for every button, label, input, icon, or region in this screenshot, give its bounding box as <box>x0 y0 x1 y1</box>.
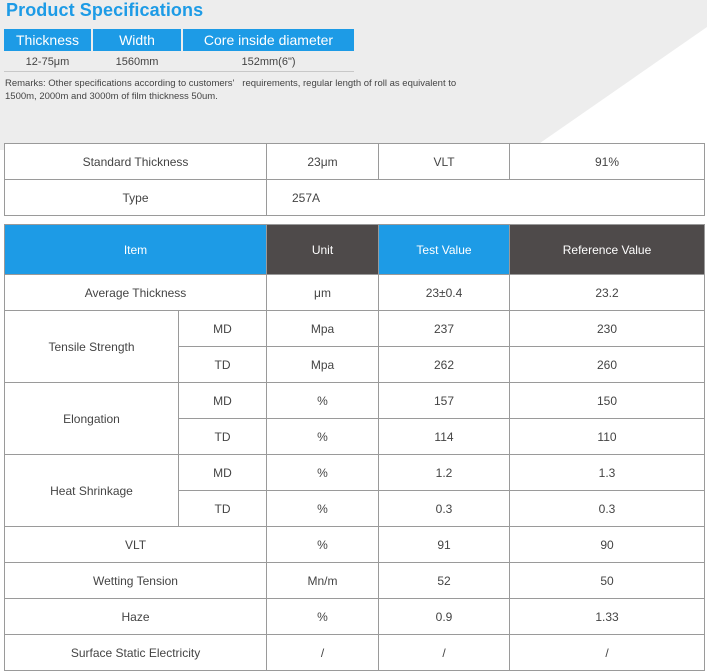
vlt-label: VLT <box>4 526 267 563</box>
row-tensile-td: TD Mpa 262 260 <box>5 346 705 383</box>
header-reference-value: Reference Value <box>509 224 705 275</box>
wetting-tension-reference: 50 <box>509 562 705 599</box>
row-heat-shrinkage-md: Heat Shrinkage MD % 1.2 1.3 <box>4 454 705 527</box>
elongation-td-reference: 110 <box>509 418 705 455</box>
heat-shrinkage-td-unit: % <box>266 490 379 527</box>
row-wetting-tension: Wetting Tension Mn/m 52 50 <box>4 562 705 599</box>
vlt-reference: 90 <box>509 526 705 563</box>
summary-table: Standard Thickness 23μm VLT 91% Type 257… <box>4 143 705 216</box>
row-vlt: VLT % 91 90 <box>4 526 705 563</box>
elongation-md-reference: 150 <box>509 382 705 419</box>
spec-header-thickness: Thickness <box>4 29 91 51</box>
summary-type-label: Type <box>4 179 267 216</box>
elongation-label: Elongation <box>4 382 179 455</box>
surface-static-unit: / <box>266 634 379 671</box>
haze-reference: 1.33 <box>509 598 705 635</box>
haze-test: 0.9 <box>378 598 510 635</box>
elongation-md-direction: MD <box>178 382 267 419</box>
spec-header-core-diameter: Core inside diameter <box>183 29 354 51</box>
tensile-td-direction: TD <box>178 346 267 383</box>
row-elongation-md: Elongation MD % 157 150 <box>4 382 705 455</box>
summary-standard-thickness-label: Standard Thickness <box>4 143 267 180</box>
summary-type-value: 257A <box>266 179 705 216</box>
properties-table: Item Unit Test Value Reference Value Ave… <box>4 224 705 671</box>
average-thickness-reference: 23.2 <box>509 274 705 311</box>
spec-header-width: Width <box>93 29 181 51</box>
vlt-unit: % <box>266 526 379 563</box>
wetting-tension-unit: Mn/m <box>266 562 379 599</box>
surface-static-test: / <box>378 634 510 671</box>
surface-static-reference: / <box>509 634 705 671</box>
tensile-md-unit: Mpa <box>266 310 379 347</box>
heat-shrinkage-md-test: 1.2 <box>378 454 510 491</box>
remarks-line-2: 1500m, 2000m and 3000m of film thickness… <box>5 91 218 102</box>
table-header-row: Item Unit Test Value Reference Value <box>4 224 705 275</box>
heat-shrinkage-md-unit: % <box>266 454 379 491</box>
heat-shrinkage-td-reference: 0.3 <box>509 490 705 527</box>
heat-shrinkage-td-test: 0.3 <box>378 490 510 527</box>
heat-shrinkage-label: Heat Shrinkage <box>4 454 179 527</box>
heat-shrinkage-td-direction: TD <box>178 490 267 527</box>
elongation-td-unit: % <box>266 418 379 455</box>
average-thickness-test: 23±0.4 <box>378 274 510 311</box>
tensile-md-test: 237 <box>378 310 510 347</box>
row-haze: Haze % 0.9 1.33 <box>4 598 705 635</box>
tensile-td-test: 262 <box>378 346 510 383</box>
row-elongation-td: TD % 114 110 <box>5 418 705 455</box>
surface-static-label: Surface Static Electricity <box>4 634 267 671</box>
heat-shrinkage-md-direction: MD <box>178 454 267 491</box>
wetting-tension-test: 52 <box>378 562 510 599</box>
spec-value-width: 1560mm <box>115 56 159 68</box>
header-item: Item <box>4 224 267 275</box>
wetting-tension-label: Wetting Tension <box>4 562 267 599</box>
summary-row-thickness: Standard Thickness 23μm VLT 91% <box>4 143 705 180</box>
elongation-td-direction: TD <box>178 418 267 455</box>
header-unit: Unit <box>266 224 379 275</box>
tensile-td-unit: Mpa <box>266 346 379 383</box>
average-thickness-unit: μm <box>266 274 379 311</box>
elongation-md-test: 157 <box>378 382 510 419</box>
tensile-strength-label: Tensile Strength <box>4 310 179 383</box>
spec-value-thickness: 12-75μm <box>25 56 70 68</box>
row-average-thickness: Average Thickness μm 23±0.4 23.2 <box>4 274 705 311</box>
elongation-md-unit: % <box>266 382 379 419</box>
row-surface-static: Surface Static Electricity / / / <box>4 634 705 671</box>
remarks-line-1: Remarks: Other specifications according … <box>5 78 457 89</box>
page-title: Product Specifications <box>6 0 204 20</box>
summary-vlt-label: VLT <box>378 143 510 180</box>
haze-label: Haze <box>4 598 267 635</box>
spec-value-core-diameter: 152mm(6") <box>241 56 296 68</box>
spec-divider <box>4 71 354 72</box>
tensile-td-reference: 260 <box>509 346 705 383</box>
summary-row-type: Type 257A <box>4 179 705 216</box>
row-tensile-md: Tensile Strength MD Mpa 237 230 <box>4 310 705 383</box>
header-test-value: Test Value <box>378 224 510 275</box>
elongation-td-test: 114 <box>378 418 510 455</box>
summary-standard-thickness-value: 23μm <box>266 143 379 180</box>
vlt-test: 91 <box>378 526 510 563</box>
haze-unit: % <box>266 598 379 635</box>
average-thickness-label: Average Thickness <box>4 274 267 311</box>
tensile-md-direction: MD <box>178 310 267 347</box>
remarks: Remarks: Other specifications according … <box>5 77 505 103</box>
heat-shrinkage-md-reference: 1.3 <box>509 454 705 491</box>
summary-vlt-value: 91% <box>509 143 705 180</box>
background-band <box>0 0 707 150</box>
tensile-md-reference: 230 <box>509 310 705 347</box>
